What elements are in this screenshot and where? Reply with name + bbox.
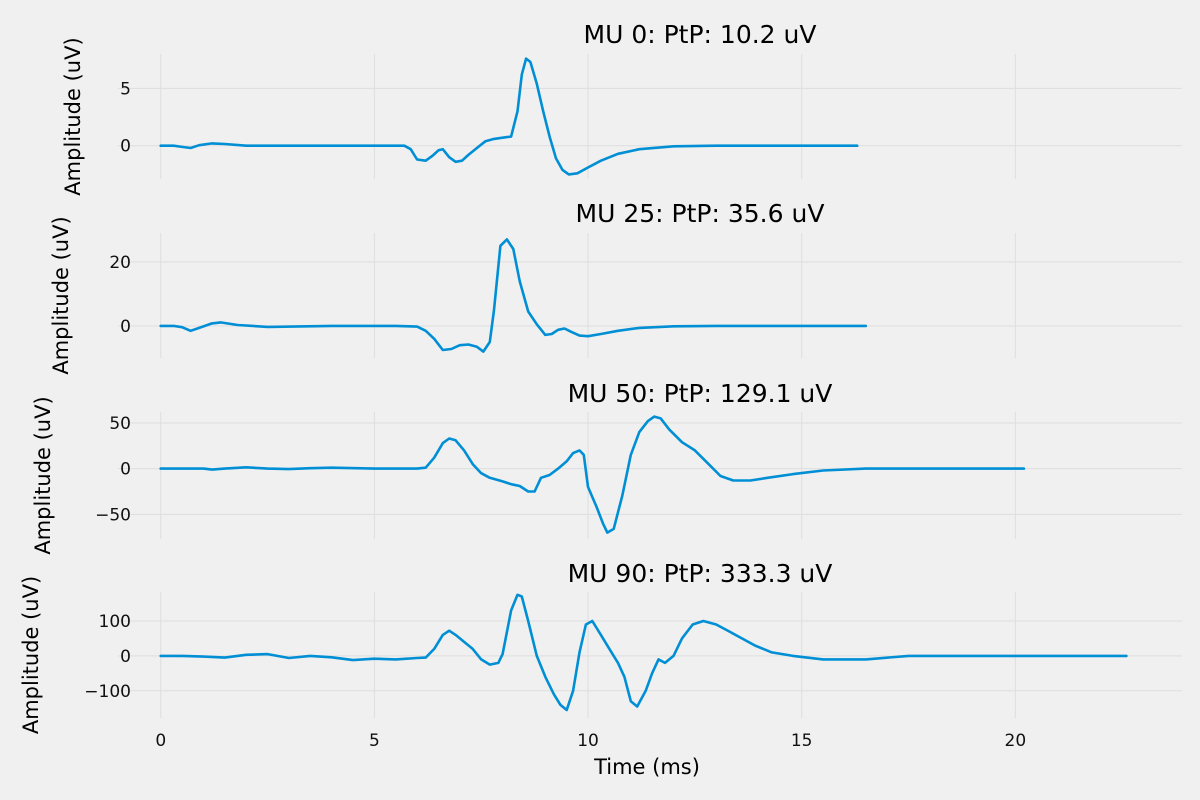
y-tick-label: 0	[120, 137, 131, 157]
y-tick-label: 50	[109, 414, 131, 434]
subplot-title: MU 90: PtP: 333.3 uV	[568, 559, 833, 588]
y-tick-label: 5	[120, 79, 131, 99]
x-tick-label: 0	[155, 731, 166, 751]
y-tick-label: −50	[95, 505, 131, 525]
subplot-title: MU 0: PtP: 10.2 uV	[584, 20, 817, 49]
y-axis-label: Amplitude (uV)	[19, 576, 43, 734]
subplot-3: −100 0 100 0 5 10 15 20 MU 90: PtP: 333.3 uV Ampl…	[19, 559, 1182, 779]
x-axis-label: Time (ms)	[593, 755, 700, 779]
y-tick-label: 0	[120, 647, 131, 667]
y-tick-label: 0	[120, 317, 131, 337]
y-axis-label: Amplitude (uV)	[49, 216, 73, 374]
waveform-line	[159, 238, 868, 353]
subplot-0: 0 5 MU 0: PtP: 10.2 uV Amplitude (uV)	[61, 20, 1182, 196]
x-tick-label: 10	[577, 731, 599, 751]
waveform-line	[159, 57, 859, 176]
x-tick-label: 15	[791, 731, 813, 751]
y-axis-label: Amplitude (uV)	[31, 396, 55, 554]
y-axis-label: Amplitude (uV)	[61, 37, 85, 195]
subplot-1: 0 20 MU 25: PtP: 35.6 uV Amplitude (uV)	[49, 199, 1182, 375]
x-tick-label: 5	[369, 731, 380, 751]
x-tick-label: 20	[1005, 731, 1027, 751]
subplot-2: −50 0 50 MU 50: PtP: 129.1 uV Amplitude (uV)	[31, 379, 1182, 555]
waveform-line	[159, 415, 1026, 534]
y-tick-label: −100	[84, 682, 131, 702]
subplot-title: MU 50: PtP: 129.1 uV	[568, 379, 833, 408]
y-tick-label: 20	[109, 253, 131, 273]
subplot-title: MU 25: PtP: 35.6 uV	[576, 199, 825, 228]
y-tick-label: 0	[120, 460, 131, 480]
y-tick-label: 100	[99, 612, 131, 632]
waveform-line	[159, 593, 1128, 712]
